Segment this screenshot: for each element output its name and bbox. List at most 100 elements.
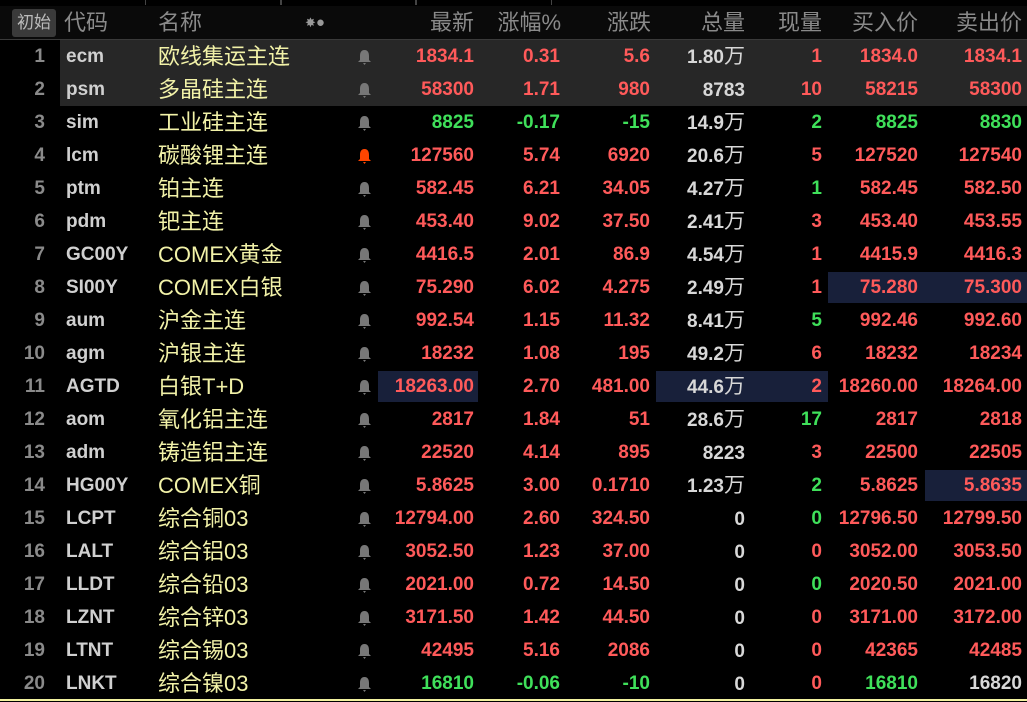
symbol-name[interactable]: COMEX铜 [158, 473, 261, 498]
symbol-name[interactable]: 沪银主连 [158, 341, 247, 366]
symbol-name[interactable]: 碳酸锂主连 [158, 143, 269, 168]
symbol-code[interactable]: LTNT [66, 640, 114, 661]
table-row[interactable]: 1 ecm 欧线集运主连 1834.1 0.31 5.6 1.80万 1 1834.0 1834.… [0, 40, 1027, 73]
column-header-change[interactable]: 涨跌 [606, 10, 651, 35]
symbol-name[interactable]: 钯主连 [158, 209, 225, 234]
symbol-code[interactable]: HG00Y [66, 475, 129, 496]
symbol-code[interactable]: lcm [66, 145, 99, 166]
symbol-code[interactable]: LLDT [66, 574, 115, 595]
table-row[interactable]: 19 LTNT 综合锡03 42495 5.16 2086 0 0 42365 42485 [0, 634, 1027, 667]
symbol-name[interactable]: 综合镍03 [158, 671, 249, 696]
symbol-code[interactable]: adm [66, 442, 106, 463]
table-row[interactable]: 14 HG00Y COMEX铜 5.8625 3.00 0.1710 1.23万 2 5.862… [0, 469, 1027, 502]
bell-alert-icon[interactable] [357, 115, 372, 131]
bell-alert-icon[interactable] [357, 643, 372, 659]
bell-alert-icon[interactable] [357, 676, 372, 692]
table-row[interactable]: 2 psm 多晶硅主连 58300 1.71 980 8783 10 58215 58300 [0, 73, 1027, 106]
bell-alert-icon[interactable] [357, 478, 372, 494]
column-header-ask[interactable]: 卖出价 [955, 10, 1022, 35]
symbol-code[interactable]: SI00Y [66, 277, 118, 298]
column-header-latest[interactable]: 最新 [429, 10, 474, 35]
table-row[interactable]: 3 sim 工业硅主连 8825 -0.17 -15 14.9万 2 8825 8830 [0, 106, 1027, 139]
symbol-code[interactable]: GC00Y [66, 244, 129, 265]
column-header-name[interactable]: 名称 [158, 10, 203, 35]
symbol-name[interactable]: 综合铜03 [158, 506, 249, 531]
change-percent: 5.74 [523, 145, 560, 166]
column-header-current[interactable]: 现量 [777, 10, 822, 35]
bell-alert-icon[interactable] [357, 313, 372, 329]
symbol-code[interactable]: agm [66, 343, 106, 364]
table-row[interactable]: 7 GC00Y COMEX黄金 4416.5 2.01 86.9 4.54万 1 4415.9 4… [0, 238, 1027, 271]
symbol-name[interactable]: 多晶硅主连 [158, 77, 269, 102]
table-row[interactable]: 12 aom 氧化铝主连 2817 1.84 51 28.6万 17 2817 2818 [0, 403, 1027, 436]
sun-icon[interactable]: ✸ [305, 15, 316, 30]
symbol-name[interactable]: 综合铝03 [158, 539, 249, 564]
bell-alert-icon[interactable] [357, 511, 372, 527]
bell-alert-icon[interactable] [357, 412, 372, 428]
symbol-code[interactable]: LNKT [66, 673, 117, 694]
table-row[interactable]: 4 lcm 碳酸锂主连 127560 5.74 6920 20.6万 5 127520 12754… [0, 139, 1027, 172]
table-row[interactable]: 6 pdm 钯主连 453.40 9.02 37.50 2.41万 3 453.40 453.55 [0, 205, 1027, 238]
symbol-name[interactable]: 工业硅主连 [158, 110, 269, 135]
symbol-name[interactable]: 白银T+D [158, 374, 245, 399]
symbol-code[interactable]: psm [66, 79, 106, 100]
symbol-code[interactable]: aom [66, 409, 106, 430]
current-volume: 0 [811, 640, 822, 661]
current-volume: 0 [811, 607, 822, 628]
bell-alert-icon[interactable] [357, 49, 372, 65]
bell-alert-icon[interactable] [357, 247, 372, 263]
column-header-bid[interactable]: 买入价 [851, 10, 918, 35]
table-row[interactable]: 13 adm 铸造铝主连 22520 4.14 895 8223 3 22500 22505 [0, 436, 1027, 469]
volume-unit: 万 [724, 408, 745, 431]
bell-alert-icon[interactable] [357, 544, 372, 560]
table-row[interactable]: 17 LLDT 综合铅03 2021.00 0.72 14.50 0 0 2020.50 2021… [0, 568, 1027, 601]
symbol-name[interactable]: 铸造铝主连 [158, 440, 269, 465]
symbol-code[interactable]: aum [66, 310, 106, 331]
symbol-code[interactable]: pdm [66, 211, 107, 232]
bell-alert-icon[interactable] [357, 445, 372, 461]
table-row[interactable]: 20 LNKT 综合镍03 16810 -0.06 -10 0 0 16810 16820 [0, 667, 1027, 700]
reset-columns-button[interactable]: 初始 [12, 9, 56, 37]
table-row[interactable]: 9 aum 沪金主连 992.54 1.15 11.32 8.41万 5 992.46 992.6… [0, 304, 1027, 337]
symbol-name[interactable]: COMEX白银 [158, 275, 283, 300]
bell-alert-icon[interactable] [357, 214, 372, 230]
symbol-name[interactable]: 欧线集运主连 [158, 44, 291, 69]
symbol-code[interactable]: LCPT [66, 508, 116, 529]
column-header-pct[interactable]: 涨幅% [497, 10, 561, 35]
symbol-name[interactable]: 沪金主连 [158, 308, 247, 333]
table-row[interactable]: 15 LCPT 综合铜03 12794.00 2.60 324.50 0 0 12796.50 1… [0, 502, 1027, 535]
dot-icon[interactable]: ● [315, 14, 325, 31]
table-row[interactable]: 16 LALT 综合铝03 3052.50 1.23 37.00 0 0 3052.00 3053… [0, 535, 1027, 568]
symbol-name[interactable]: COMEX黄金 [158, 242, 283, 267]
table-row[interactable]: 10 agm 沪银主连 18232 1.08 195 49.2万 6 18232 18234 [0, 337, 1027, 370]
table-row[interactable]: 11 AGTD 白银T+D 18263.00 2.70 481.00 44.6万 2 18260… [0, 370, 1027, 403]
bell-alert-icon[interactable] [357, 280, 372, 296]
table-row[interactable]: 8 SI00Y COMEX白银 75.290 6.02 4.275 2.49万 1 75.280… [0, 271, 1027, 304]
column-header-code[interactable]: 代码 [64, 10, 109, 35]
bell-alert-icon[interactable] [357, 577, 372, 593]
symbol-name[interactable]: 综合锡03 [158, 638, 249, 663]
bell-alert-icon[interactable] [357, 346, 372, 362]
bell-alert-icon[interactable] [357, 82, 372, 98]
row-number: 7 [34, 244, 45, 265]
symbol-name[interactable]: 综合铅03 [158, 572, 249, 597]
bell-alert-icon[interactable] [357, 181, 372, 197]
symbol-code[interactable]: sim [66, 112, 99, 133]
symbol-name[interactable]: 综合锌03 [158, 605, 249, 630]
symbol-code[interactable]: LZNT [66, 607, 115, 628]
symbol-code[interactable]: LALT [66, 541, 114, 562]
tab-strip[interactable] [0, 0, 1027, 6]
symbol-code[interactable]: AGTD [66, 376, 120, 397]
table-row[interactable]: 18 LZNT 综合锌03 3171.50 1.42 44.50 0 0 3171.00 3172… [0, 601, 1027, 634]
symbol-name[interactable]: 氧化铝主连 [158, 407, 269, 432]
bell-alert-icon[interactable] [357, 148, 372, 164]
bell-alert-icon[interactable] [357, 379, 372, 395]
symbol-code[interactable]: ptm [66, 178, 101, 199]
symbol-code[interactable]: ecm [66, 46, 105, 67]
table-row[interactable]: 5 ptm 铂主连 582.45 6.21 34.05 4.27万 1 582.45 582.50 [0, 172, 1027, 205]
column-header-volume[interactable]: 总量 [700, 10, 745, 35]
bell-alert-icon[interactable] [357, 610, 372, 626]
header-icons[interactable]: ✸● [305, 6, 325, 39]
symbol-name[interactable]: 铂主连 [158, 176, 225, 201]
price-change: 481.00 [591, 376, 650, 397]
